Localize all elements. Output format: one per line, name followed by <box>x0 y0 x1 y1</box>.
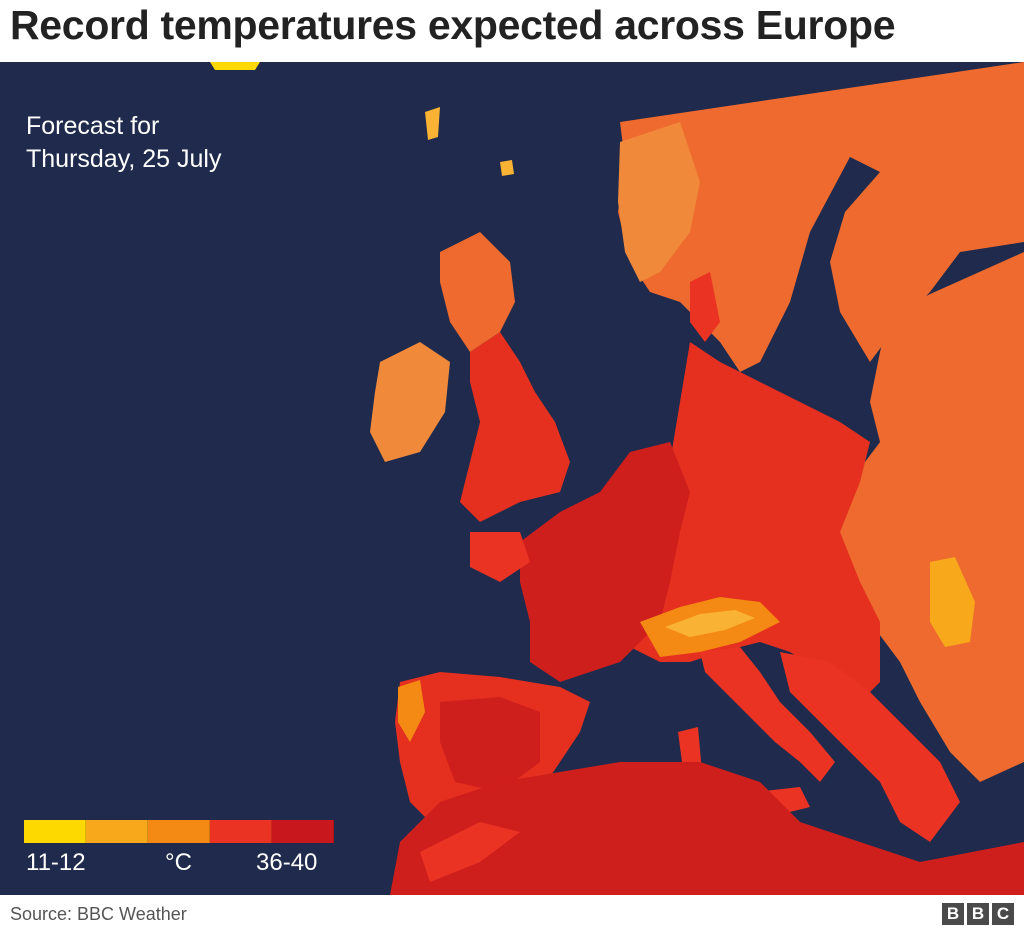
forecast-line-2: Thursday, 25 July <box>26 145 222 173</box>
temperature-map <box>0 62 1024 895</box>
legend-swatch-1 <box>24 820 86 843</box>
land-scotland <box>440 232 515 352</box>
bbc-logo-letter: C <box>992 903 1014 925</box>
legend-max-label: 36-40 <box>256 849 318 876</box>
source-credit: Source: BBC Weather <box>10 904 187 924</box>
land-italy <box>700 647 835 782</box>
land-atlas <box>420 822 520 882</box>
temperature-legend-bar <box>24 820 334 843</box>
land-balkans <box>780 652 960 842</box>
land-scandinavia <box>618 62 1024 372</box>
land-scandinavia-coast <box>618 122 700 282</box>
land-east-highland <box>930 557 975 647</box>
legend-swatch-3 <box>148 820 210 843</box>
land-ireland <box>370 342 450 462</box>
land-britain <box>460 332 570 522</box>
legend-min-label: 11-12 <box>26 849 86 876</box>
forecast-label: Forecast for Thursday, 25 July <box>26 110 221 176</box>
chart-title: Record temperatures expected across Euro… <box>10 2 896 48</box>
legend-unit-label: °C <box>165 849 192 876</box>
land-east-europe <box>830 252 1024 782</box>
legend-swatch-5 <box>272 820 334 843</box>
bbc-logo-letter: B <box>967 903 989 925</box>
land-faroe <box>500 160 514 176</box>
land-iceland-edge <box>210 62 260 70</box>
bbc-logo: B B C <box>942 903 1014 925</box>
land-north-africa <box>390 762 1024 895</box>
europe-map-svg <box>0 62 1024 895</box>
land-denmark <box>690 272 720 342</box>
legend-swatch-2 <box>86 820 148 843</box>
legend-swatch-4 <box>210 820 272 843</box>
bbc-logo-letter: B <box>942 903 964 925</box>
land-alps-peaks <box>665 610 755 637</box>
land-shetland <box>425 107 440 140</box>
forecast-line-1: Forecast for <box>26 112 160 140</box>
land-brittany <box>470 532 530 582</box>
land-portugal-coast <box>398 680 425 742</box>
land-iberia-interior <box>440 697 540 792</box>
